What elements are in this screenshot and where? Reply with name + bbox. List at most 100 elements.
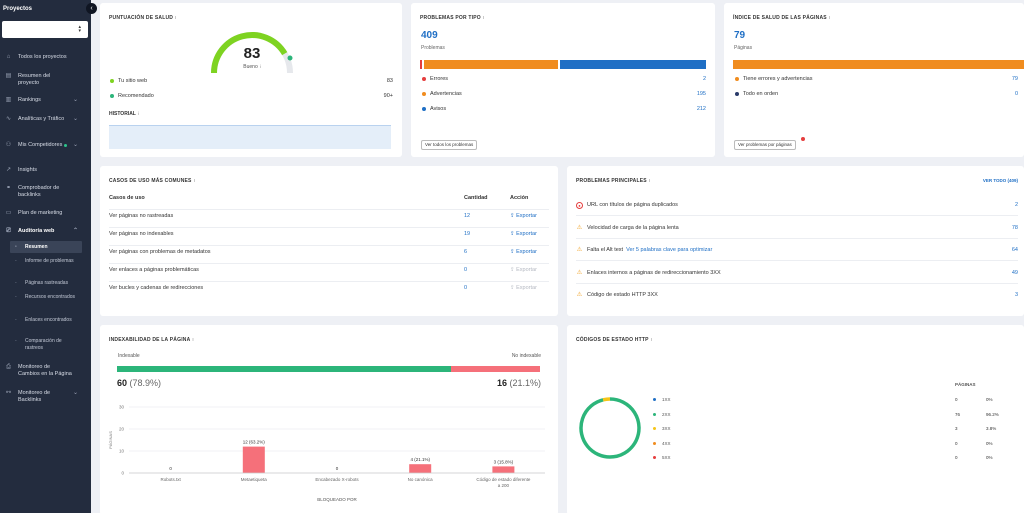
x-axis-label: BLOQUEADO POR xyxy=(317,497,357,502)
legend-dot xyxy=(422,91,426,96)
use-case-qty[interactable]: 0 xyxy=(464,267,468,273)
view-all-link[interactable]: VER TODO (409) xyxy=(982,178,1018,183)
legend-value: 76 xyxy=(955,411,961,417)
chevron-down-icon: ⌄ xyxy=(73,390,79,396)
chevron-up-icon: ⌃ xyxy=(73,228,79,234)
export-icon: ⇪ xyxy=(510,267,517,273)
legend-value: 0 xyxy=(955,440,958,446)
legend-dot xyxy=(653,427,656,430)
view-problems-by-page-button[interactable]: Ver problemas por páginas xyxy=(734,140,796,150)
donut-slice-2xx xyxy=(579,397,641,459)
problem-label[interactable]: Código de estado HTTP 3XX xyxy=(587,292,658,298)
use-case-label: Ver páginas no rastreadas xyxy=(109,213,174,219)
indexability-bar xyxy=(117,366,540,372)
bar-data-label: 0 xyxy=(336,466,339,471)
legend-label[interactable]: 1XX xyxy=(662,397,671,402)
error-icon: ● xyxy=(576,202,583,209)
problem-label[interactable]: Enlaces internos a páginas de redireccio… xyxy=(587,269,721,276)
keywords-link[interactable]: Ver 5 palabras clave para optimizar xyxy=(626,247,713,253)
warning-icon: ⚠ xyxy=(576,269,583,276)
legend-dot xyxy=(422,106,426,111)
use-case-label: Ver páginas con problemas de metadatos xyxy=(109,249,211,255)
export-button[interactable]: ⇪ Exportar xyxy=(510,267,537,273)
problems-row-errors-value[interactable]: 2 xyxy=(702,76,706,82)
history-chart xyxy=(109,125,391,149)
legend-label[interactable]: 4XX xyxy=(662,440,671,446)
problem-label[interactable]: Velocidad de carga de la página lenta xyxy=(587,224,679,231)
http-codes-donut xyxy=(579,397,641,459)
problem-label[interactable]: URL con títulos de página duplicados xyxy=(587,202,678,208)
row-divider xyxy=(109,245,549,246)
y-tick-label: 30 xyxy=(119,405,125,410)
legend-label[interactable]: 5XX xyxy=(662,455,671,460)
export-button[interactable]: ⇪ Exportar xyxy=(510,285,537,291)
x-tick-label: No canónica xyxy=(408,477,434,482)
bar xyxy=(409,464,432,473)
legend-percent: 96.2% xyxy=(986,411,999,417)
collapse-sidebar-icon[interactable]: ‹ xyxy=(86,3,97,14)
export-button[interactable]: ⇪ Exportar xyxy=(510,231,537,237)
chevron-down-icon: ⌄ xyxy=(73,116,79,122)
chevron-down-icon: ⌄ xyxy=(73,142,79,148)
bar-data-label: 4 (21.1%) xyxy=(410,457,430,462)
row-divider xyxy=(576,237,1018,239)
warning-icon: ⚠ xyxy=(576,247,583,253)
export-icon: ⇪ xyxy=(510,231,517,237)
info-icon: i xyxy=(175,15,177,20)
problem-count[interactable]: 3 xyxy=(1014,292,1018,298)
row-divider xyxy=(109,281,549,282)
legend-dot xyxy=(653,398,656,401)
legend-label[interactable]: 3XX xyxy=(662,426,671,431)
bar-data-label: 12 (63.2%) xyxy=(243,440,266,445)
info-icon: i xyxy=(192,337,194,342)
non-indexable-count: 16 (21.1%) xyxy=(496,378,541,388)
sidebar-active-highlight xyxy=(10,241,82,253)
page-health-row-issues-value[interactable]: 79 xyxy=(1011,76,1018,82)
problem-count[interactable]: 64 xyxy=(1011,247,1018,253)
page-health-row-ok: Todo en orden xyxy=(735,91,778,97)
competitors-icon: ⚇ xyxy=(5,142,12,148)
legend-dot xyxy=(735,76,739,81)
problem-count[interactable]: 2 xyxy=(1014,202,1018,208)
use-case-qty[interactable]: 19 xyxy=(464,231,471,237)
view-all-problems-button[interactable]: Ver todos los problemas xyxy=(421,140,478,150)
use-case-qty[interactable]: 6 xyxy=(464,249,468,255)
problem-count[interactable]: 49 xyxy=(1011,269,1018,276)
problem-label[interactable]: Falta el Alt text Ver 5 palabras clave pa… xyxy=(587,247,713,253)
bullet-icon: • xyxy=(15,244,17,250)
health-row-recommended-value: 90+ xyxy=(383,93,393,99)
pages-total: 79 xyxy=(734,30,746,41)
legend-dot xyxy=(735,91,739,96)
use-case-qty[interactable]: 0 xyxy=(464,285,468,291)
problems-row-warnings-value[interactable]: 195 xyxy=(696,91,706,97)
legend-value: 3 xyxy=(955,426,958,431)
chevron-up-down-icon: ▴ ▾ xyxy=(78,24,81,34)
export-button[interactable]: ⇪ Exportar xyxy=(510,213,537,219)
sidebar-title: Proyectos xyxy=(3,6,33,12)
problems-row-notices-value[interactable]: 212 xyxy=(696,106,706,112)
legend-label[interactable]: 2XX xyxy=(662,411,671,417)
y-axis-label: PÁGINAS xyxy=(108,431,113,449)
http-codes-card: CÓDIGOS DE ESTADO HTTP i PÁGINAS 1XX 0 0% 2X… xyxy=(567,325,1024,513)
notices-segment xyxy=(560,60,706,69)
y-tick-label: 20 xyxy=(119,427,125,432)
bullet-icon: - xyxy=(15,294,17,300)
status-dot xyxy=(64,144,67,147)
use-case-qty[interactable]: 12 xyxy=(464,213,471,219)
problem-count[interactable]: 78 xyxy=(1011,224,1018,231)
page-health-row-ok-value[interactable]: 0 xyxy=(1014,91,1018,97)
project-select[interactable]: ▴ ▾ xyxy=(2,21,88,38)
legend-value: 0 xyxy=(955,455,958,460)
legend-percent: 0% xyxy=(986,440,993,446)
problems-row-warnings: Advertencias xyxy=(422,91,462,97)
info-icon: i xyxy=(650,337,653,342)
line-chart-icon: ∿ xyxy=(5,116,12,122)
legend-dot xyxy=(110,93,114,98)
non-indexable-label: No indexable xyxy=(511,353,541,359)
bullet-icon: - xyxy=(15,317,17,323)
card-title: CASOS DE USO MÁS COMUNES i xyxy=(109,178,196,184)
export-icon: ⇪ xyxy=(510,285,517,291)
export-icon: ⇪ xyxy=(510,249,517,255)
y-tick-label: 0 xyxy=(121,471,124,476)
export-button[interactable]: ⇪ Exportar xyxy=(510,249,537,255)
